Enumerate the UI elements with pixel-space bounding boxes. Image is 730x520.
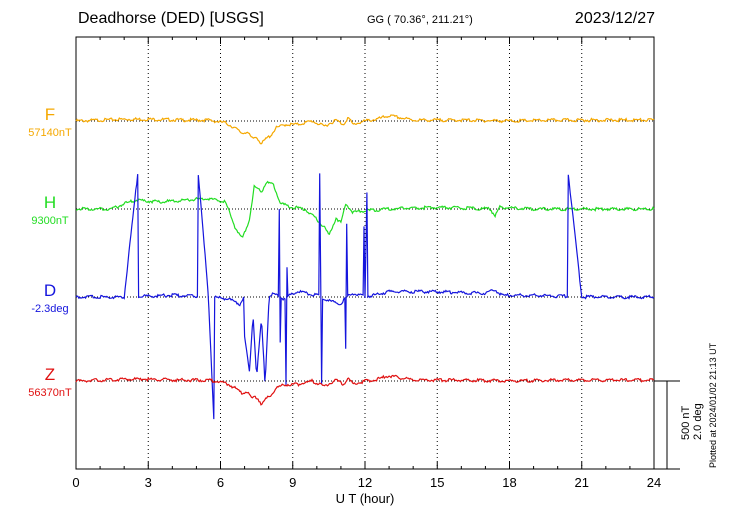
series-line-H (76, 180, 655, 238)
component-label-Z: Z (44, 365, 56, 384)
scale-bar-label: 500 nT 2.0 deg (680, 403, 704, 440)
date-label: 2023/12/27 (574, 10, 655, 27)
station-title: Deadhorse (DED) [USGS] (78, 10, 264, 27)
x-tick-label-3: 3 (145, 475, 152, 490)
plotted-timestamp: Plotted at 2024/01/02 21:13 UT (708, 342, 718, 468)
x-tick-label-12: 12 (358, 475, 372, 490)
series-line-F (75, 114, 655, 145)
baseline-value-H: 9300nT (31, 215, 69, 227)
x-tick-label-18: 18 (502, 475, 516, 490)
x-tick-label-24: 24 (647, 475, 661, 490)
coords-label: GG ( 70.36°, 211.21°) (367, 14, 473, 26)
series-line-Z (75, 374, 655, 406)
x-tick-label-9: 9 (289, 475, 296, 490)
x-axis-label: U T (hour) (336, 491, 395, 506)
x-tick-label-6: 6 (217, 475, 224, 490)
x-tick-label-15: 15 (430, 475, 444, 490)
scale-deg: 2.0 deg (692, 403, 704, 440)
baseline-value-D: -2.3deg (31, 303, 69, 315)
baseline-value-F: 57140nT (28, 127, 72, 139)
component-label-F: F (44, 105, 56, 124)
scale-nt: 500 nT (680, 405, 692, 440)
x-tick-label-21: 21 (575, 475, 589, 490)
component-label-H: H (43, 193, 57, 212)
x-tick-label-0: 0 (72, 475, 79, 490)
component-label-D: D (43, 281, 57, 300)
baseline-value-Z: 56370nT (28, 387, 72, 399)
series-line-D (75, 173, 655, 420)
